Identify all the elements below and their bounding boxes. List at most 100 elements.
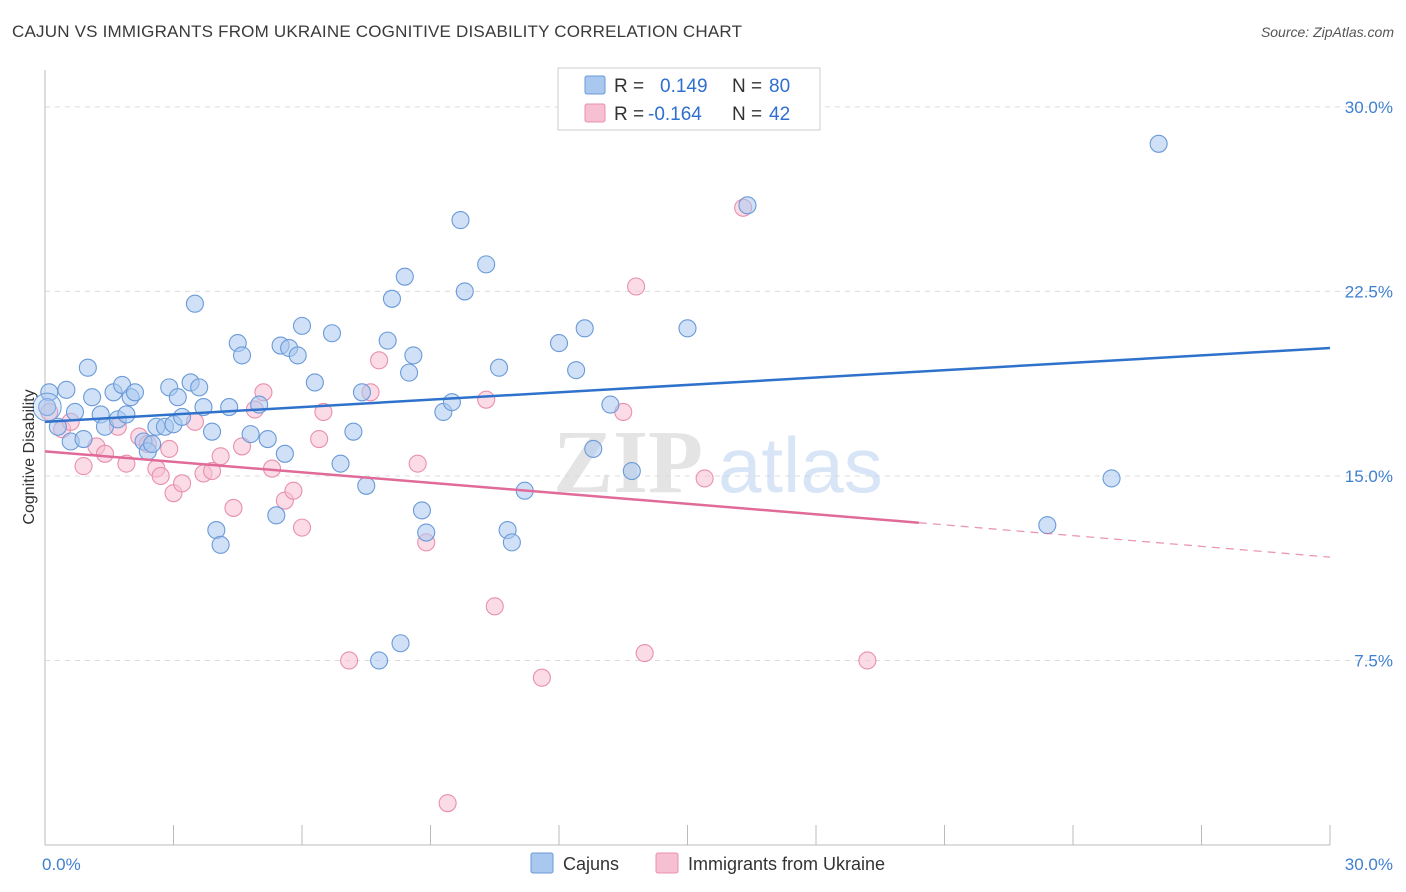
ukraine-point-20 [232,437,252,456]
series-cajuns-points [32,134,1168,670]
cajuns-point-57 [412,501,431,520]
cajuns-point-74 [678,319,697,338]
ukraine-point-12 [160,439,179,458]
ukraine-point-11 [151,466,170,486]
y-tick-label-2: 22.5% [1345,282,1393,301]
cajuns-point-75 [738,196,757,215]
cajuns-point-54 [395,267,414,286]
legend-n-value-cajuns: 80 [769,76,790,97]
series-ukraine-points [40,198,877,813]
cajuns-point-77 [1102,469,1121,488]
cajuns-point-29 [203,422,222,441]
cajuns-point-60 [442,393,461,412]
ukraine-point-27 [310,429,329,449]
grid-lines [45,106,1370,661]
cajuns-point-7 [83,388,102,407]
cajuns-point-32 [220,398,239,417]
ukraine-point-31 [370,351,389,370]
watermark-zip: ZIP [553,413,703,512]
cajuns-point-68 [549,334,569,353]
ukraine-point-17 [203,461,222,481]
cajuns-point-40 [275,444,294,463]
cajuns-point-31 [211,535,230,554]
legend-r-value-ukraine: -0.164 [648,104,702,125]
trend-line-ukraine [44,450,919,524]
cajuns-point-6 [78,358,97,377]
cajuns-point-27 [190,378,209,397]
cajuns-point-53 [391,634,410,653]
ukraine-point-14 [173,474,192,493]
cajuns-point-38 [267,506,286,525]
source-credit: Source: ZipAtlas.com [1260,24,1394,40]
cajuns-point-13 [117,405,136,424]
ukraine-point-29 [340,651,359,670]
trend-line-cajuns [44,346,1331,424]
legend-r-value-cajuns: 0.149 [660,76,708,97]
cajuns-point-52 [382,289,402,308]
cajuns-point-43 [292,316,312,335]
ukraine-point-37 [532,668,551,687]
ukraine-point-5 [95,444,115,463]
y-tick-label-3: 30.0% [1345,98,1393,117]
cajuns-point-26 [185,294,204,313]
cajuns-point-63 [477,255,496,274]
cajuns-point-4 [65,402,85,422]
cajuns-point-50 [370,651,389,670]
legend-bottom-label-cajuns: Cajuns [563,854,619,874]
cajuns-point-76 [1038,516,1057,535]
cajuns-point-5 [74,429,93,449]
x-tick-label-min: 0.0% [42,855,81,874]
legend-swatch-ukraine [584,103,606,123]
cajuns-point-72 [601,395,620,414]
cajuns-point-18 [143,434,162,454]
cajuns-point-49 [357,476,376,495]
legend-n-label-ukraine: N = [732,104,762,125]
legend-r-label-ukraine: R = [614,104,644,125]
ukraine-point-28 [314,402,333,422]
cajuns-point-42 [288,346,307,365]
cajuns-point-58 [417,523,436,542]
y-tick-labels: 7.5% 15.0% 22.5% 30.0% [1345,98,1393,671]
cajuns-point-56 [404,346,423,365]
cajuns-point-70 [575,319,594,338]
legend-swatch-cajuns [584,75,606,95]
ukraine-point-32 [408,454,427,473]
legend-r-label-cajuns: R = [614,76,644,97]
ukraine-point-3 [74,457,93,476]
trend-lines [44,346,1331,558]
cajuns-point-73 [622,461,641,481]
cajuns-point-55 [400,363,419,382]
legend-bottom-swatch-cajuns [530,852,554,874]
legend-n-value-ukraine: 42 [769,104,790,125]
cajuns-point-61 [451,211,470,230]
cajuns-point-45 [322,324,342,343]
cajuns-point-66 [502,533,521,552]
cajuns-point-15 [125,383,144,402]
y-axis-title: Cognitive Disability [21,389,38,524]
ukraine-point-36 [485,597,504,616]
cajuns-point-51 [378,331,397,350]
cajuns-point-44 [305,373,324,392]
trend-line-ukraine-extension [918,522,1331,558]
cajuns-point-78 [1149,134,1168,153]
cajuns-point-34 [232,346,252,365]
chart-title: CAJUN VS IMMIGRANTS FROM UKRAINE COGNITI… [12,22,743,41]
ukraine-point-25 [284,481,303,500]
watermark-atlas: atlas [718,421,883,509]
ukraine-point-34 [438,794,457,813]
ukraine-point-43 [858,651,877,670]
ukraine-point-40 [635,644,654,663]
cajuns-point-79 [38,398,57,417]
cajuns-point-62 [455,282,474,301]
x-tick-label-max: 30.0% [1345,855,1393,874]
cajuns-point-48 [352,383,372,402]
ukraine-point-39 [627,277,646,296]
cajuns-point-71 [584,439,603,458]
legend-correlation: R = 0.149 N = 80 R = -0.164 N = 42 [557,67,821,131]
ukraine-point-35 [477,390,496,409]
legend-bottom-label-ukraine: Immigrants from Ukraine [688,854,885,874]
legend-n-label-cajuns: N = [732,76,762,97]
cajuns-point-24 [173,407,192,426]
y-tick-label-1: 15.0% [1345,467,1393,486]
